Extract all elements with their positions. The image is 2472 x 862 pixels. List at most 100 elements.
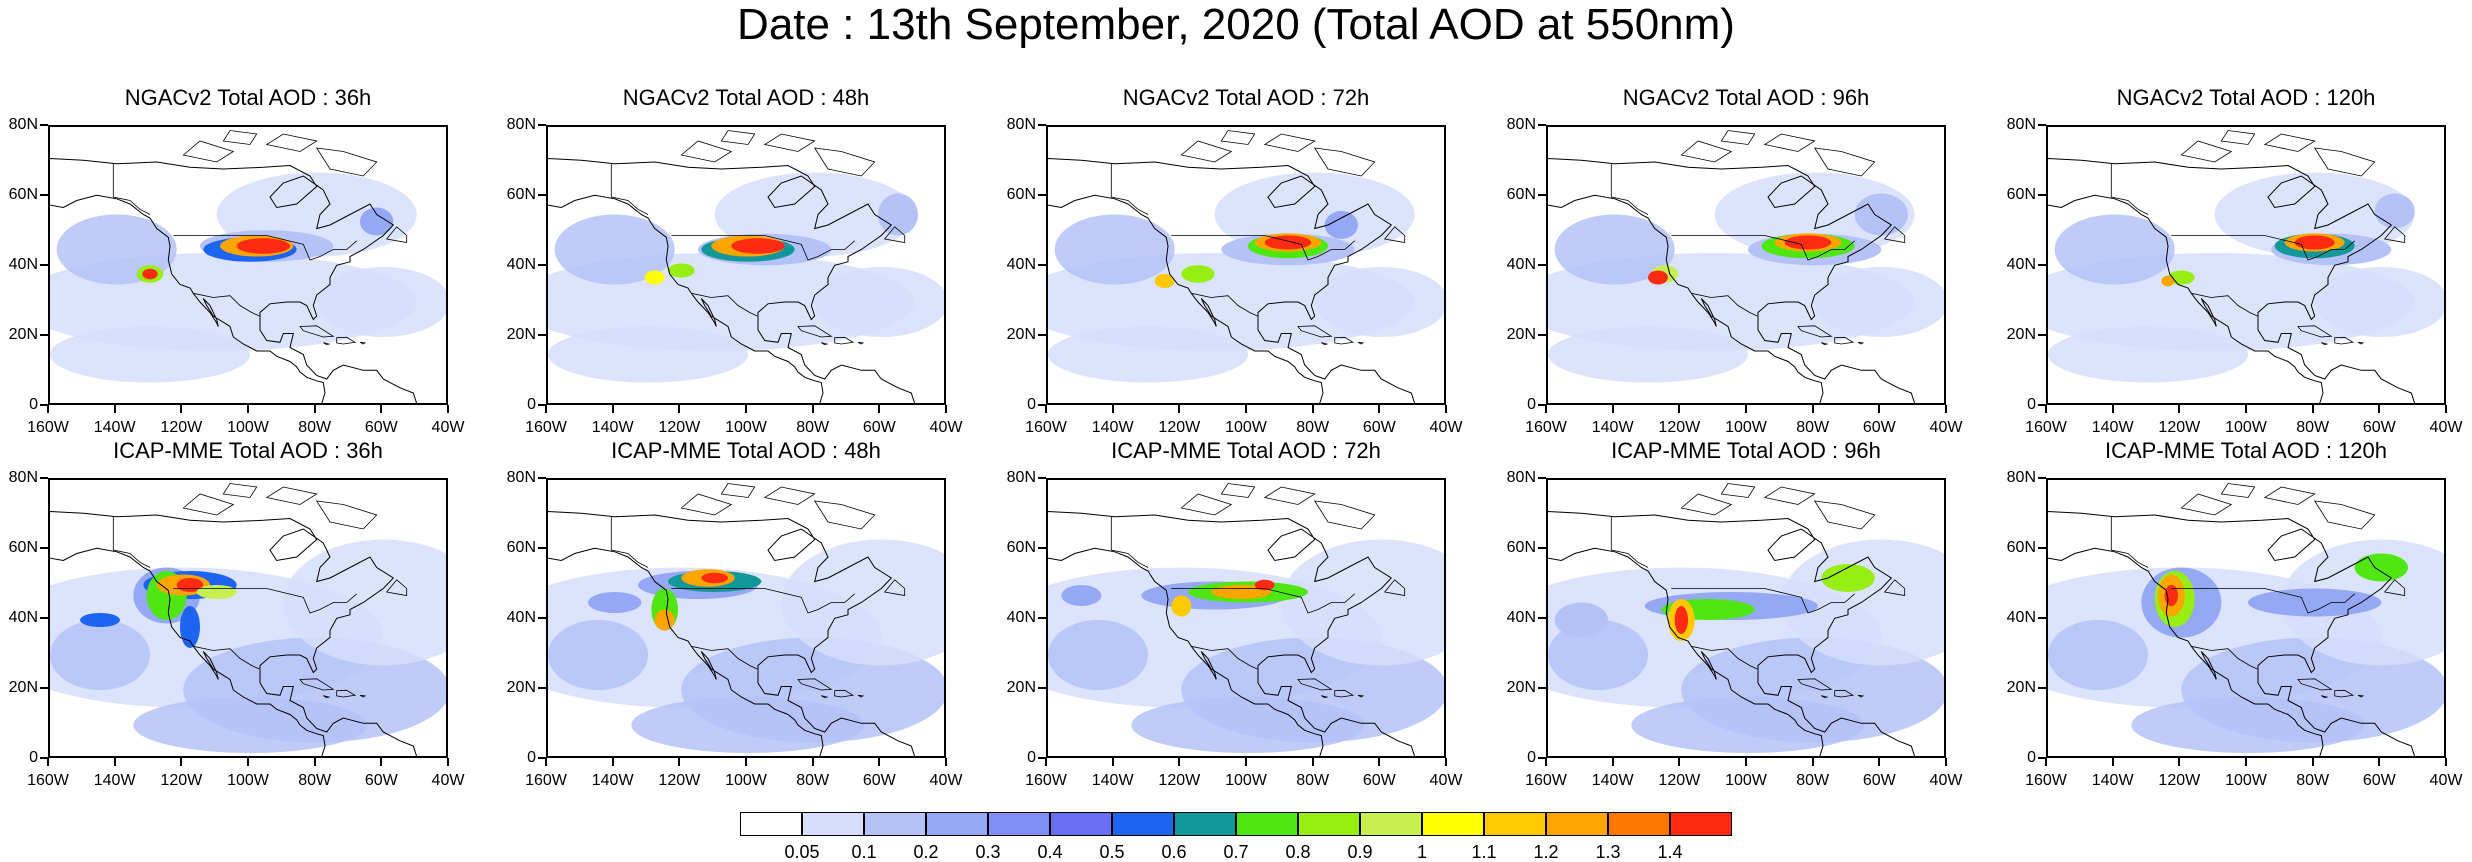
y-tick-label: 60N — [8, 539, 38, 556]
y-tick-label: 20N — [1006, 326, 1036, 343]
smoke-plume-region — [80, 613, 120, 627]
smoke-plume-region — [1181, 265, 1215, 283]
y-tick-label: 40N — [2006, 609, 2036, 626]
figure-title: Date : 13th September, 2020 (Total AOD a… — [737, 0, 1735, 49]
panel-title: ICAP-MME Total AOD : 120h — [2104, 438, 2388, 463]
y-tick-label: 80N — [506, 469, 536, 486]
smoke-plume-region — [1854, 193, 1908, 236]
x-tick-label: 120W — [1658, 772, 1701, 789]
x-tick-mark — [1745, 405, 1747, 413]
y-tick-mark — [538, 404, 546, 406]
x-tick-mark — [545, 758, 547, 766]
x-tick-label: 80W — [298, 419, 332, 436]
x-tick-label: 120W — [2158, 772, 2201, 789]
y-tick-label: 60N — [506, 186, 536, 203]
x-tick-label: 120W — [1658, 419, 1701, 436]
panel-title: ICAP-MME Total AOD : 36h — [113, 438, 383, 463]
colorbar-label: 1.2 — [1533, 842, 1559, 862]
smoke-plume-region — [236, 238, 290, 254]
smoke-plume-region — [142, 268, 158, 280]
plot-frame — [48, 125, 448, 405]
x-tick-mark — [313, 758, 316, 766]
x-tick-label: 40W — [1429, 419, 1463, 436]
smoke-plume-region — [1784, 235, 1832, 250]
x-tick-label: 160W — [525, 419, 567, 436]
x-tick-mark — [1545, 758, 1547, 766]
coastline — [548, 510, 916, 756]
panel-title: ICAP-MME Total AOD : 96h — [1611, 438, 1881, 463]
smoke-plume-region — [2161, 275, 2175, 287]
plot-frame — [2046, 478, 2446, 758]
x-tick-mark — [878, 405, 881, 413]
map-panel: ICAP-MME Total AOD : 120h 80N 60N 40N 20N 0 16… — [2007, 438, 2463, 789]
y-tick-label: 40N — [2006, 256, 2036, 273]
aerosol-haze-region — [1631, 697, 1865, 753]
x-tick-mark — [1045, 405, 1047, 413]
y-tick-label: 80N — [1006, 469, 1036, 486]
y-tick-mark — [538, 334, 546, 336]
y-tick-mark — [538, 547, 546, 549]
y-tick-label: 20N — [1506, 679, 1536, 696]
y-tick-mark — [2038, 124, 2046, 126]
y-tick-label: 0 — [2027, 749, 2036, 766]
country-border — [1110, 163, 1355, 317]
x-tick-mark — [47, 758, 49, 766]
x-tick-mark — [2045, 758, 2047, 766]
aod-map — [1048, 483, 1444, 756]
x-tick-label: 160W — [27, 772, 69, 789]
y-tick-mark — [40, 194, 48, 196]
islands-outline — [1680, 130, 1906, 346]
x-tick-mark — [2311, 405, 2314, 413]
y-tick-label: 80N — [2006, 116, 2036, 133]
x-tick-label: 80W — [298, 772, 332, 789]
y-tick-mark — [538, 194, 546, 196]
x-tick-label: 140W — [1591, 419, 1634, 436]
colorbar-swatch — [1484, 812, 1546, 836]
aod-map — [50, 130, 446, 403]
smoke-plume-region — [1171, 595, 1192, 617]
west-coastline — [2048, 547, 2324, 756]
west-coastline — [1048, 194, 1324, 403]
x-tick-mark — [380, 758, 383, 766]
y-tick-mark — [1038, 124, 1046, 126]
y-tick-label: 60N — [1006, 539, 1036, 556]
x-tick-mark — [313, 405, 316, 413]
x-tick-label: 100W — [725, 772, 767, 789]
y-tick-label: 20N — [1506, 326, 1536, 343]
coastline — [1048, 157, 1416, 403]
country-border — [2110, 163, 2355, 317]
x-tick-label: 140W — [93, 419, 136, 436]
y-tick-label: 60N — [2006, 186, 2036, 203]
islands-outline — [2180, 130, 2406, 346]
aerosol-haze-region — [548, 326, 748, 383]
colorbar-label: 1 — [1416, 842, 1427, 862]
x-tick-label: 120W — [2158, 419, 2201, 436]
x-tick-mark — [2178, 758, 2181, 766]
x-tick-label: 60W — [862, 419, 896, 436]
aerosol-haze-region — [1131, 697, 1365, 753]
colorbar-label: 0.1 — [851, 842, 877, 862]
aerosol-haze-region — [781, 539, 944, 666]
colorbar-label: 0.4 — [1037, 842, 1063, 862]
west-coastline — [548, 547, 824, 756]
colorbar-label: 0.9 — [1347, 842, 1373, 862]
x-tick-mark — [1678, 758, 1681, 766]
aerosol-haze-region — [1054, 214, 1175, 285]
x-tick-mark — [247, 758, 249, 766]
x-tick-label: 60W — [1362, 419, 1396, 436]
x-tick-label: 100W — [1225, 419, 1267, 436]
smoke-plume-region — [196, 585, 237, 599]
smoke-plume-region — [1648, 270, 1668, 285]
country-border — [1610, 516, 1855, 670]
smoke-plume-region — [588, 592, 642, 613]
x-tick-mark — [745, 758, 747, 766]
x-tick-label: 60W — [1862, 419, 1896, 436]
colorbar-label: 0.6 — [1161, 842, 1187, 862]
colorbar-swatch — [926, 812, 988, 836]
smoke-plume-region — [1254, 579, 1275, 591]
colorbar-swatch — [740, 812, 802, 836]
y-tick-label: 20N — [8, 326, 38, 343]
x-tick-label: 160W — [2025, 772, 2067, 789]
aerosol-haze-region — [133, 697, 367, 753]
y-tick-mark — [2038, 334, 2046, 336]
